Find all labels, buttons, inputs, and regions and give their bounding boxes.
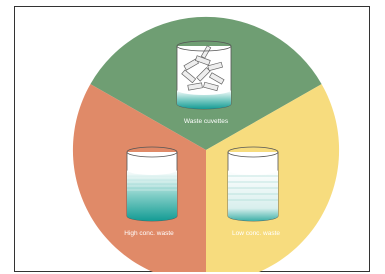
label: Low conc. waste bbox=[232, 230, 280, 237]
label: High conc. waste bbox=[124, 230, 174, 237]
diagram: Waste cuvettes High conc. waste Low conc… bbox=[0, 0, 385, 274]
cuvette-container bbox=[177, 41, 231, 109]
high-conc-container bbox=[127, 147, 177, 221]
label: Waste cuvettes bbox=[184, 118, 229, 125]
low-conc-container bbox=[228, 147, 278, 221]
